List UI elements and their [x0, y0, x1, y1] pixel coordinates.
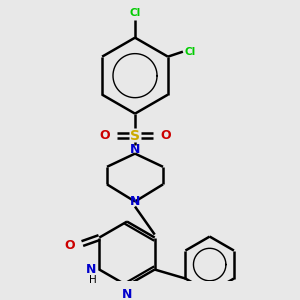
Text: Cl: Cl — [129, 8, 141, 18]
Text: N: N — [130, 195, 140, 208]
Text: H: H — [88, 274, 96, 284]
Text: N: N — [130, 143, 140, 156]
Text: N: N — [122, 287, 132, 300]
Text: O: O — [99, 129, 110, 142]
Text: O: O — [160, 129, 171, 142]
Text: O: O — [65, 239, 75, 252]
Text: N: N — [86, 263, 96, 276]
Text: S: S — [130, 129, 140, 142]
Text: Cl: Cl — [185, 47, 196, 57]
